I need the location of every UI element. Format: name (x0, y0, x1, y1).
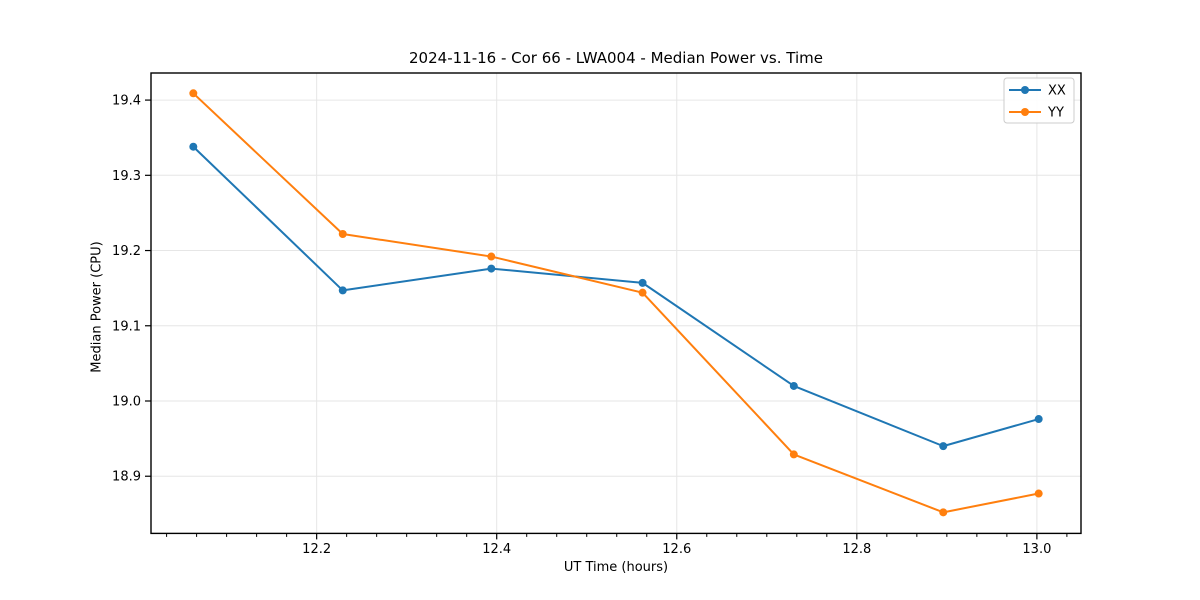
x-tick-label: 12.6 (662, 542, 691, 557)
series-marker-yy (487, 252, 496, 261)
series-marker-xx (638, 278, 647, 287)
series-marker-xx (939, 442, 948, 451)
y-tick-label: 19.1 (112, 319, 141, 334)
series-marker-xx (1034, 415, 1043, 424)
chart-title: 2024-11-16 - Cor 66 - LWA004 - Median Po… (409, 49, 823, 67)
x-tick-label: 12.4 (482, 542, 511, 557)
y-tick-label: 19.3 (112, 169, 141, 184)
x-tick-label: 13.0 (1022, 542, 1051, 557)
legend-label-xx: XX (1048, 84, 1066, 99)
x-tick-label: 12.2 (302, 542, 331, 557)
series-marker-xx (789, 381, 798, 390)
series-marker-yy (789, 450, 798, 459)
legend-marker-yy (1021, 108, 1029, 116)
axes-spines (150, 72, 1082, 535)
y-tick-label: 19.4 (112, 94, 141, 109)
series-marker-yy (638, 288, 647, 297)
legend-label-yy: YY (1047, 106, 1064, 121)
series-marker-yy (189, 89, 198, 98)
y-tick-label: 18.9 (112, 470, 141, 485)
series-marker-yy (338, 229, 347, 238)
series-marker-yy (1034, 489, 1043, 498)
series-marker-xx (338, 286, 347, 295)
series-marker-xx (189, 142, 198, 151)
x-axis-label: UT Time (hours) (563, 560, 669, 575)
series-marker-yy (939, 508, 948, 517)
y-tick-label: 19.2 (112, 244, 141, 259)
x-tick-label: 12.8 (842, 542, 871, 557)
series-line-yy (192, 92, 1040, 514)
y-tick-label: 19.0 (112, 394, 141, 409)
legend-marker-xx (1021, 86, 1029, 94)
series-marker-xx (487, 264, 496, 273)
y-axis-label: Median Power (CPU) (89, 241, 105, 373)
